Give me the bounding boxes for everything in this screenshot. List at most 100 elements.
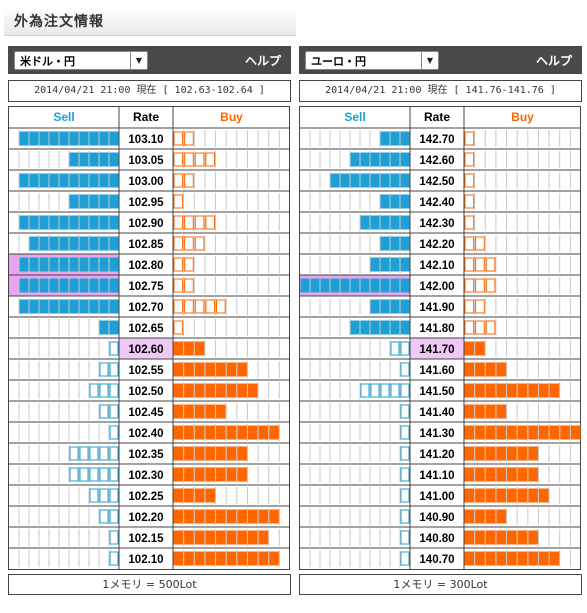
sell-bar — [109, 467, 119, 482]
help-link[interactable]: ヘルプ — [535, 54, 572, 68]
buy-bar — [184, 509, 194, 524]
sell-bar — [400, 236, 410, 251]
help-link[interactable]: ヘルプ — [244, 54, 281, 68]
sell-bar — [320, 278, 330, 293]
sell-bar — [89, 446, 99, 461]
panel-toolbar: 米ドル・円 ▼ ヘルプ — [8, 46, 291, 74]
order-row: 142.10 — [300, 253, 580, 273]
sell-bar — [380, 383, 390, 398]
sell-bar — [350, 152, 360, 167]
order-row: 102.70 — [9, 295, 289, 315]
sell-bar — [109, 173, 119, 188]
currency-pair-select[interactable]: ユーロ・円 ▼ — [305, 51, 439, 70]
sell-bar — [370, 299, 380, 314]
sell-bar — [400, 131, 410, 146]
sell-bar — [99, 362, 109, 377]
buy-bar — [517, 530, 528, 545]
sell-bar — [59, 215, 69, 230]
sell-bar — [109, 362, 119, 377]
sell-bar — [29, 173, 39, 188]
sell-bar — [400, 320, 410, 335]
sell-bar — [380, 278, 390, 293]
sell-bar — [39, 236, 49, 251]
buy-bar — [496, 446, 507, 461]
buy-bar — [507, 425, 517, 440]
order-row: 102.80 — [9, 253, 289, 275]
rate-label: 141.90 — [419, 302, 454, 314]
buy-bar — [184, 236, 194, 251]
sell-bar — [89, 278, 99, 293]
buy-bar — [485, 509, 496, 524]
sell-bar — [49, 299, 59, 314]
sell-bar — [79, 278, 89, 293]
sell-bar — [89, 152, 99, 167]
buy-bar — [184, 257, 194, 272]
buy-bar — [464, 278, 475, 293]
sell-bar — [390, 173, 400, 188]
sell-bar — [350, 320, 360, 335]
timestamp-rate: 2014/04/21 21:00 現在 [ 141.76-141.76 ] — [299, 80, 582, 102]
buy-bar — [507, 383, 517, 398]
order-row: 102.60 — [9, 337, 289, 359]
rate-label: 142.00 — [419, 281, 454, 293]
sell-bar — [360, 215, 370, 230]
chevron-down-icon[interactable]: ▼ — [130, 52, 147, 69]
currency-pair-select[interactable]: 米ドル・円 ▼ — [14, 51, 148, 70]
buy-bar — [269, 551, 279, 566]
sell-bar — [39, 257, 49, 272]
sell-bar — [89, 173, 99, 188]
buy-bar — [464, 467, 475, 482]
scale-note: 1メモリ = 500Lot — [8, 574, 291, 595]
sell-bar — [380, 299, 390, 314]
buy-bar — [528, 383, 538, 398]
buy-bar — [173, 446, 184, 461]
sell-bar — [300, 278, 310, 293]
buy-bar — [194, 383, 205, 398]
sell-bar — [89, 383, 99, 398]
buy-bar — [226, 467, 237, 482]
buy-bar — [496, 383, 507, 398]
rate-label: 103.05 — [128, 155, 164, 167]
sell-bar — [99, 299, 109, 314]
order-row: 141.20 — [300, 442, 580, 462]
buy-bar — [237, 551, 247, 566]
sell-bar — [69, 215, 79, 230]
sell-bar — [99, 152, 109, 167]
sell-bar — [29, 236, 39, 251]
sell-bar — [400, 215, 410, 230]
order-row: 140.70 — [300, 547, 580, 567]
buy-bar — [173, 173, 184, 188]
buy-bar — [184, 551, 194, 566]
sell-bar — [390, 299, 400, 314]
buy-bar — [194, 425, 205, 440]
sell-bar — [99, 173, 109, 188]
buy-bar — [475, 530, 485, 545]
sell-bar — [109, 404, 119, 419]
sell-bar — [69, 236, 79, 251]
rate-label: 102.20 — [128, 512, 163, 524]
buy-bar — [194, 362, 205, 377]
current-rate-highlight — [119, 338, 173, 359]
buy-bar — [173, 278, 184, 293]
buy-bar — [216, 425, 226, 440]
sell-bar — [109, 341, 119, 356]
order-row: 102.65 — [9, 316, 289, 336]
buy-bar — [475, 551, 485, 566]
buy-bar — [549, 425, 560, 440]
buy-bar — [226, 446, 237, 461]
sell-bar — [400, 194, 410, 209]
buy-bar — [194, 215, 205, 230]
buy-bar — [528, 551, 538, 566]
order-row: 102.15 — [9, 526, 289, 546]
sell-bar — [360, 320, 370, 335]
buy-bar — [194, 152, 205, 167]
buy-bar — [560, 425, 570, 440]
buy-bar — [475, 488, 485, 503]
rate-label: 141.20 — [419, 449, 454, 461]
rate-label: 102.15 — [128, 533, 164, 545]
page-header: 外為注文情報 — [4, 7, 296, 36]
sell-bar — [99, 509, 109, 524]
sell-bar — [49, 215, 59, 230]
sell-bar — [390, 236, 400, 251]
chevron-down-icon[interactable]: ▼ — [421, 52, 438, 69]
